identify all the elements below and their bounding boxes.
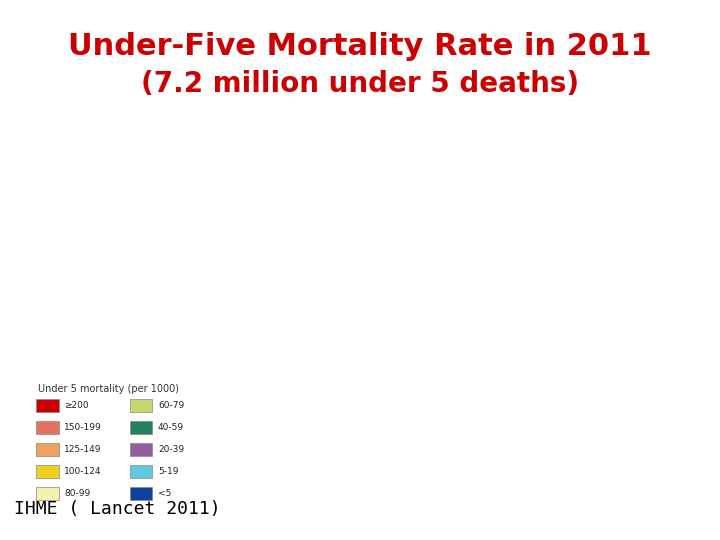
FancyBboxPatch shape [130, 465, 153, 478]
FancyBboxPatch shape [36, 421, 59, 434]
Text: 100-124: 100-124 [64, 467, 102, 476]
Text: 5-19: 5-19 [158, 467, 179, 476]
Text: (7.2 million under 5 deaths): (7.2 million under 5 deaths) [141, 70, 579, 98]
FancyBboxPatch shape [36, 399, 59, 411]
Text: 125-149: 125-149 [64, 445, 102, 454]
FancyBboxPatch shape [130, 487, 153, 500]
FancyBboxPatch shape [130, 399, 153, 411]
Text: 80-99: 80-99 [64, 489, 91, 498]
Text: 60-79: 60-79 [158, 401, 184, 410]
Text: Under-Five Mortality Rate in 2011: Under-Five Mortality Rate in 2011 [68, 32, 652, 62]
FancyBboxPatch shape [130, 443, 153, 456]
Text: IHME ( Lancet 2011): IHME ( Lancet 2011) [14, 501, 221, 518]
Text: Under 5 mortality (per 1000): Under 5 mortality (per 1000) [38, 384, 179, 395]
Text: 40-59: 40-59 [158, 423, 184, 432]
FancyBboxPatch shape [36, 487, 59, 500]
FancyBboxPatch shape [36, 443, 59, 456]
Text: <5: <5 [158, 489, 171, 498]
FancyBboxPatch shape [130, 421, 153, 434]
Text: ≥200: ≥200 [64, 401, 89, 410]
FancyBboxPatch shape [36, 465, 59, 478]
Text: 150-199: 150-199 [64, 423, 102, 432]
Text: 20-39: 20-39 [158, 445, 184, 454]
